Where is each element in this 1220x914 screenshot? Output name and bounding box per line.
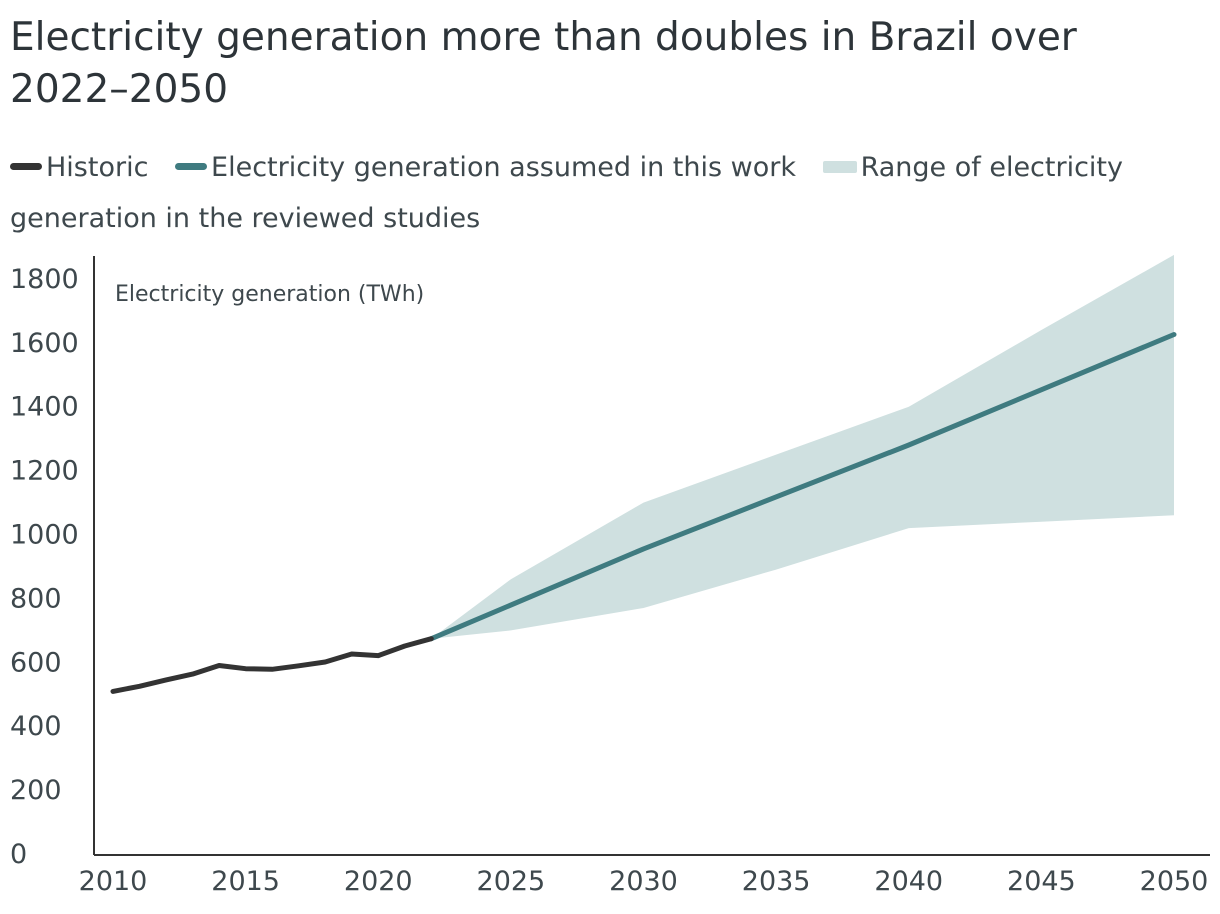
legend-label-range: Range of electricity generation in the r… bbox=[10, 152, 1123, 234]
x-tick-label: 2040 bbox=[874, 866, 943, 897]
y-tick-label: 800 bbox=[10, 583, 62, 614]
y-tick-label: 600 bbox=[10, 647, 62, 678]
y-tick-label: 200 bbox=[10, 775, 62, 806]
chart-title: Electricity generation more than doubles… bbox=[10, 15, 1077, 112]
x-tick-label: 2035 bbox=[742, 866, 811, 897]
y-tick-label: 1200 bbox=[10, 456, 79, 487]
legend-label-historic: Historic bbox=[46, 152, 149, 183]
range-band bbox=[431, 254, 1174, 639]
x-tick-label: 2025 bbox=[477, 866, 546, 897]
assumed-generation-line bbox=[428, 332, 1177, 642]
x-tick-label: 2030 bbox=[609, 866, 678, 897]
historic-line bbox=[110, 636, 434, 694]
y-tick-label: 0 bbox=[10, 839, 27, 870]
y-axis-ticks: 0 200 400 600 800 1000 1200 1400 1600 1800 bbox=[10, 264, 79, 870]
y-tick-label: 1800 bbox=[10, 264, 79, 295]
x-tick-label: 2045 bbox=[1007, 866, 1076, 897]
legend-swatch-assumed bbox=[175, 163, 208, 170]
legend-item-historic: Historic bbox=[10, 142, 148, 193]
x-tick-label: 2010 bbox=[79, 866, 148, 897]
legend-item-range: Range of electricity generation in the r… bbox=[10, 152, 1123, 234]
legend-swatch-range bbox=[822, 160, 857, 173]
x-tick-label: 2020 bbox=[344, 866, 413, 897]
legend: Historic Electricity generation assumed … bbox=[10, 142, 1210, 244]
x-tick-label: 2015 bbox=[211, 866, 280, 897]
y-tick-label: 1600 bbox=[10, 328, 79, 359]
legend-swatch-historic bbox=[10, 163, 42, 170]
y-tick-label: 400 bbox=[10, 711, 62, 742]
y-tick-label: 1400 bbox=[10, 392, 79, 423]
legend-label-assumed: Electricity generation assumed in this w… bbox=[211, 152, 796, 183]
y-tick-label: 1000 bbox=[10, 520, 79, 551]
x-tick-label: 2050 bbox=[1140, 866, 1209, 897]
y-axis-title: Electricity generation (TWh) bbox=[115, 282, 424, 307]
legend-item-assumed: Electricity generation assumed in this w… bbox=[175, 142, 796, 193]
x-axis-ticks: 2010 2015 2020 2025 2030 2035 2040 2045 2050 bbox=[79, 866, 1209, 897]
